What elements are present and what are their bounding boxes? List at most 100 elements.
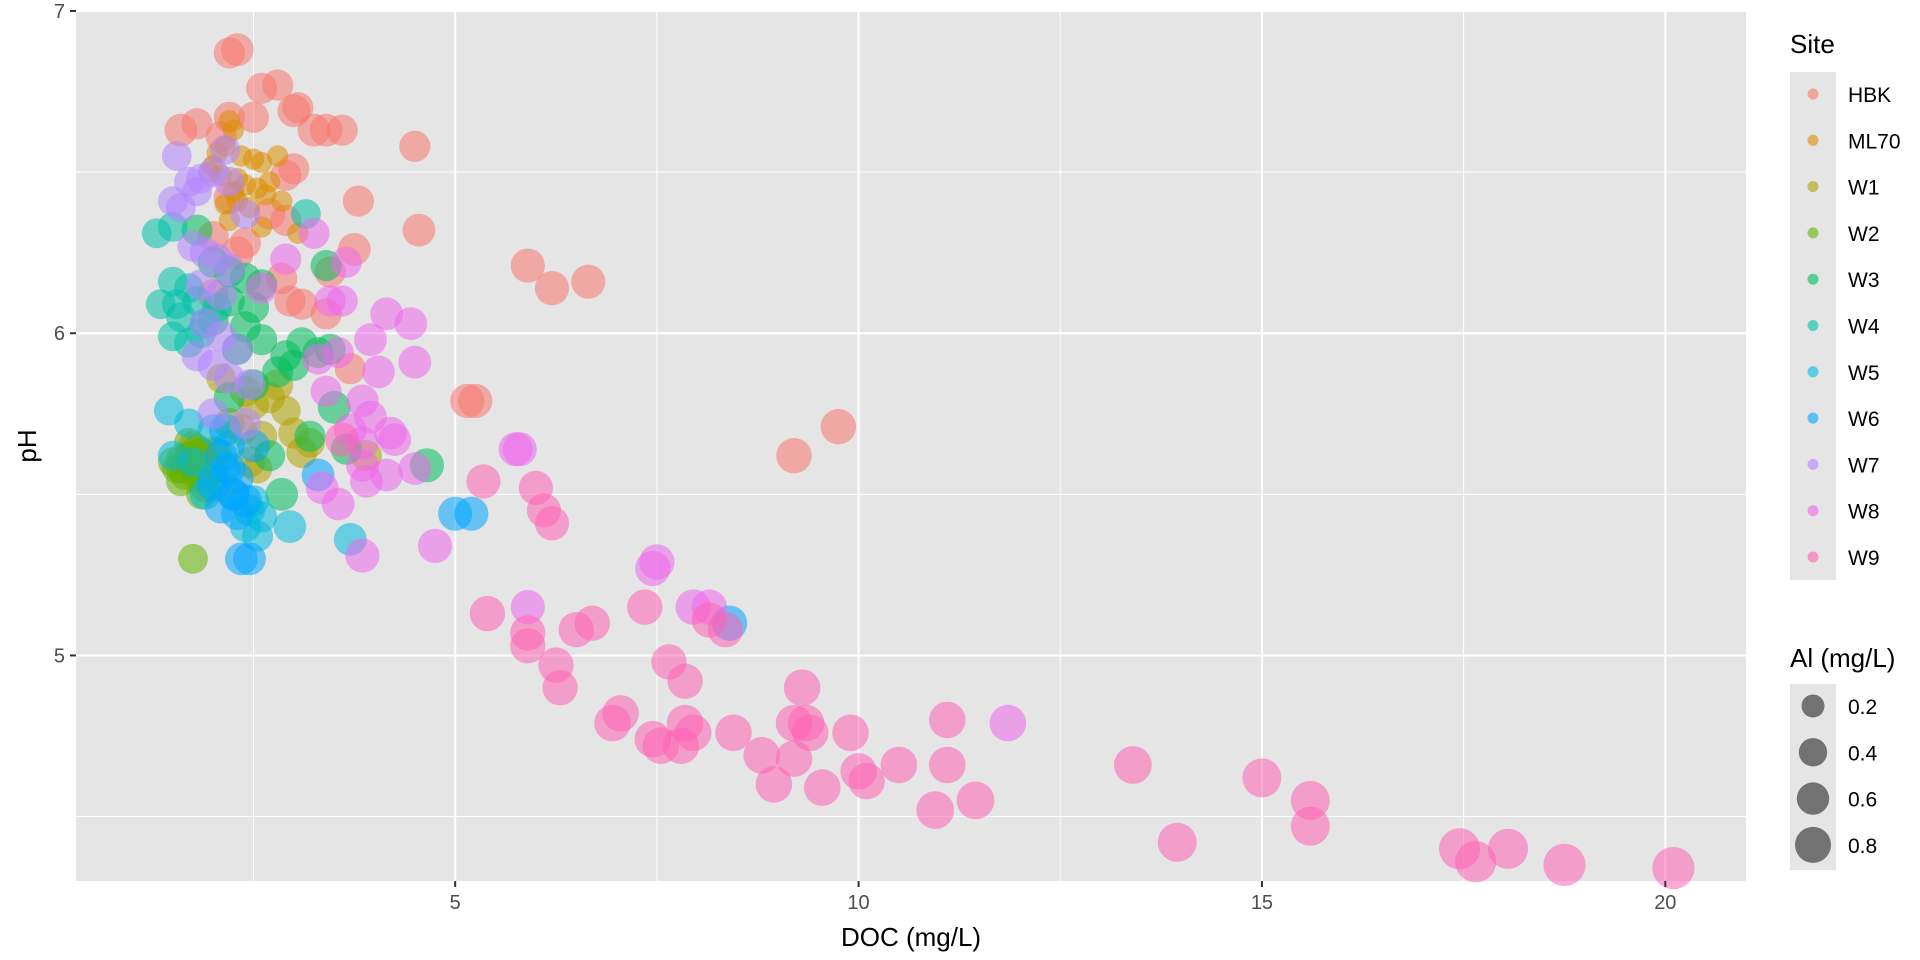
point-hbk	[286, 288, 318, 320]
legend-label-hbk: HBK	[1848, 84, 1891, 107]
point-w9	[707, 612, 744, 648]
size-label-0-4: 0.4	[1848, 742, 1878, 765]
point-w9	[715, 714, 752, 752]
data-points	[141, 33, 1695, 890]
legend-label-ml70: ML70	[1848, 130, 1901, 153]
point-w9	[627, 589, 663, 625]
legend-label-w8: W8	[1848, 501, 1880, 524]
point-w7	[233, 369, 266, 401]
point-w8	[246, 272, 278, 304]
x-axis-title: DOC (mg/L)	[841, 922, 981, 952]
point-hbk	[458, 383, 493, 418]
point-hbk	[342, 185, 374, 217]
legend-key-w1	[1807, 181, 1819, 193]
point-w9	[832, 714, 869, 752]
size-label-0-8: 0.8	[1848, 835, 1877, 858]
point-w3	[278, 349, 310, 381]
point-w8	[354, 323, 387, 357]
point-w8	[989, 704, 1027, 742]
point-w6	[221, 497, 254, 531]
point-w3	[294, 420, 326, 452]
point-w9	[804, 769, 841, 806]
point-w3	[246, 324, 278, 356]
point-w9	[848, 762, 885, 800]
point-hbk	[221, 33, 254, 67]
legend-label-w3: W3	[1848, 269, 1880, 292]
point-w5	[273, 510, 307, 543]
y-tick-label: 7	[54, 1, 65, 23]
legend-key-w7	[1807, 458, 1819, 470]
point-w9	[674, 714, 712, 752]
point-w9	[1290, 806, 1330, 846]
size-key-0-8	[1795, 826, 1831, 863]
legend-key-w2	[1807, 227, 1819, 239]
point-w7	[229, 407, 261, 439]
point-w8	[378, 423, 412, 456]
point-ml70	[250, 151, 273, 174]
x-tick-label: 10	[847, 892, 869, 914]
point-w9	[1242, 758, 1282, 798]
size-key-0-4	[1798, 738, 1828, 767]
point-w9	[1487, 828, 1529, 869]
size-key-0-2	[1801, 694, 1825, 718]
point-w8	[502, 432, 537, 467]
point-w9	[469, 595, 506, 632]
point-ml70	[267, 145, 289, 167]
point-w9	[916, 791, 955, 829]
legend-label-w9: W9	[1848, 547, 1880, 570]
point-w3	[265, 477, 299, 511]
point-w7	[210, 134, 241, 165]
legend-key-w4	[1807, 320, 1819, 331]
point-w9	[594, 704, 631, 742]
point-w8	[310, 375, 342, 407]
point-w7	[213, 253, 245, 285]
point-w9	[1114, 746, 1152, 784]
point-w9	[791, 714, 829, 752]
point-w8	[350, 465, 383, 498]
point-hbk	[510, 248, 545, 283]
legend-key-w5	[1807, 366, 1819, 378]
point-w8	[345, 538, 380, 573]
x-tick-label: 15	[1251, 892, 1273, 914]
point-hbk	[534, 271, 570, 306]
point-w8	[362, 355, 395, 389]
point-w9	[755, 766, 793, 803]
point-w9	[929, 746, 966, 784]
point-hbk	[297, 113, 331, 147]
size-key-0-6	[1796, 782, 1830, 815]
point-ml70	[258, 171, 281, 193]
legend-key-ml70	[1807, 134, 1819, 146]
point-w8	[326, 285, 358, 317]
y-tick-label: 5	[54, 645, 65, 667]
al-legend-title: Al (mg/L)	[1790, 643, 1895, 673]
point-w7	[205, 279, 237, 311]
legend-label-w5: W5	[1848, 362, 1880, 385]
point-hbk	[820, 409, 857, 445]
point-w6	[454, 496, 489, 531]
legend-key-w8	[1807, 505, 1819, 517]
legend-label-w6: W6	[1848, 408, 1880, 431]
point-w7	[197, 398, 229, 430]
point-w8	[417, 528, 453, 564]
point-hbk	[399, 130, 431, 162]
point-w9	[466, 464, 501, 499]
point-w8	[398, 452, 432, 485]
point-ml70	[271, 190, 293, 212]
point-w9	[510, 628, 546, 664]
point-w9	[1652, 847, 1695, 890]
size-label-0-6: 0.6	[1848, 789, 1877, 812]
point-w8	[394, 307, 428, 340]
site-legend: Site HBK ML70 W1 W2 W3 W4 W5 W6 W7 W8 W9	[1790, 29, 1901, 580]
point-w6	[233, 542, 266, 576]
x-tick-label: 20	[1654, 892, 1676, 914]
legend-key-w9	[1807, 551, 1819, 563]
point-w7	[161, 141, 192, 171]
legend-key-hbk	[1807, 88, 1819, 100]
x-axis: 5 10 15 20	[450, 881, 1676, 914]
y-axis: 5 6 7	[54, 1, 76, 667]
legend-label-w7: W7	[1848, 454, 1880, 477]
point-w7	[214, 166, 245, 197]
point-w9	[542, 670, 578, 706]
point-w8	[330, 246, 362, 278]
